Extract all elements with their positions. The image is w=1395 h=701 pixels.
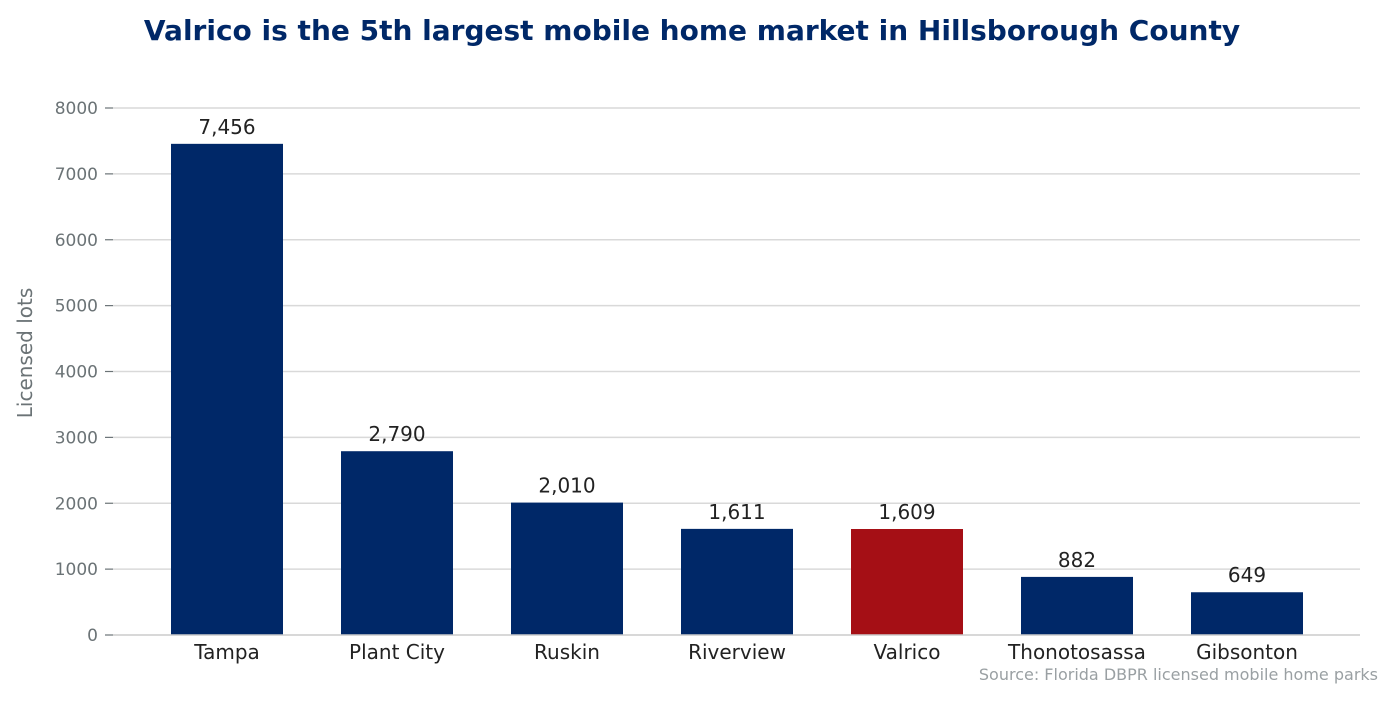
- bar-thonotosassa: [1021, 576, 1133, 635]
- y-axis-ticks: 0 1000 2000 3000 4000 5000 6000 7000 8000: [55, 99, 113, 646]
- bar-plant-city: [341, 451, 453, 635]
- y-tick-label: 2000: [55, 494, 98, 514]
- data-label: 7,456: [198, 115, 255, 139]
- data-label: 1,609: [878, 500, 935, 524]
- data-label: 2,010: [538, 474, 595, 498]
- bar-gibsonton: [1191, 592, 1303, 635]
- x-tick-label: Riverview: [688, 640, 786, 664]
- bars: [171, 143, 1303, 635]
- source-note: Source: Florida DBPR licensed mobile hom…: [979, 665, 1378, 684]
- x-tick-label: Ruskin: [534, 640, 600, 664]
- data-labels: 7,456 2,790 2,010 1,611 1,609 882 649: [198, 115, 1266, 587]
- bar-ruskin: [511, 502, 623, 635]
- data-label: 1,611: [708, 500, 765, 524]
- y-tick-label: 6000: [55, 231, 98, 251]
- data-label: 2,790: [368, 422, 425, 446]
- bar-valrico: [851, 529, 963, 635]
- chart-title: Valrico is the 5th largest mobile home m…: [144, 14, 1240, 47]
- x-axis-ticks: Tampa Plant City Ruskin Riverview Valrico Tho…: [193, 640, 1298, 664]
- data-label: 882: [1058, 548, 1096, 572]
- y-tick-label: 5000: [55, 297, 98, 317]
- bar-riverview: [681, 528, 793, 635]
- x-tick-label: Tampa: [193, 640, 260, 664]
- y-tick-label: 0: [87, 626, 98, 646]
- y-tick-label: 7000: [55, 165, 98, 185]
- data-label: 649: [1228, 563, 1266, 587]
- x-tick-label: Plant City: [349, 640, 445, 664]
- x-tick-label: Thonotosassa: [1007, 640, 1146, 664]
- y-tick-label: 4000: [55, 363, 98, 383]
- y-axis-label: Licensed lots: [13, 288, 37, 419]
- y-tick-label: 8000: [55, 99, 98, 119]
- y-tick-label: 1000: [55, 560, 98, 580]
- x-tick-label: Gibsonton: [1196, 640, 1298, 664]
- bar-tampa: [171, 143, 283, 635]
- x-tick-label: Valrico: [874, 640, 941, 664]
- gridlines: [113, 107, 1360, 570]
- y-tick-label: 3000: [55, 428, 98, 448]
